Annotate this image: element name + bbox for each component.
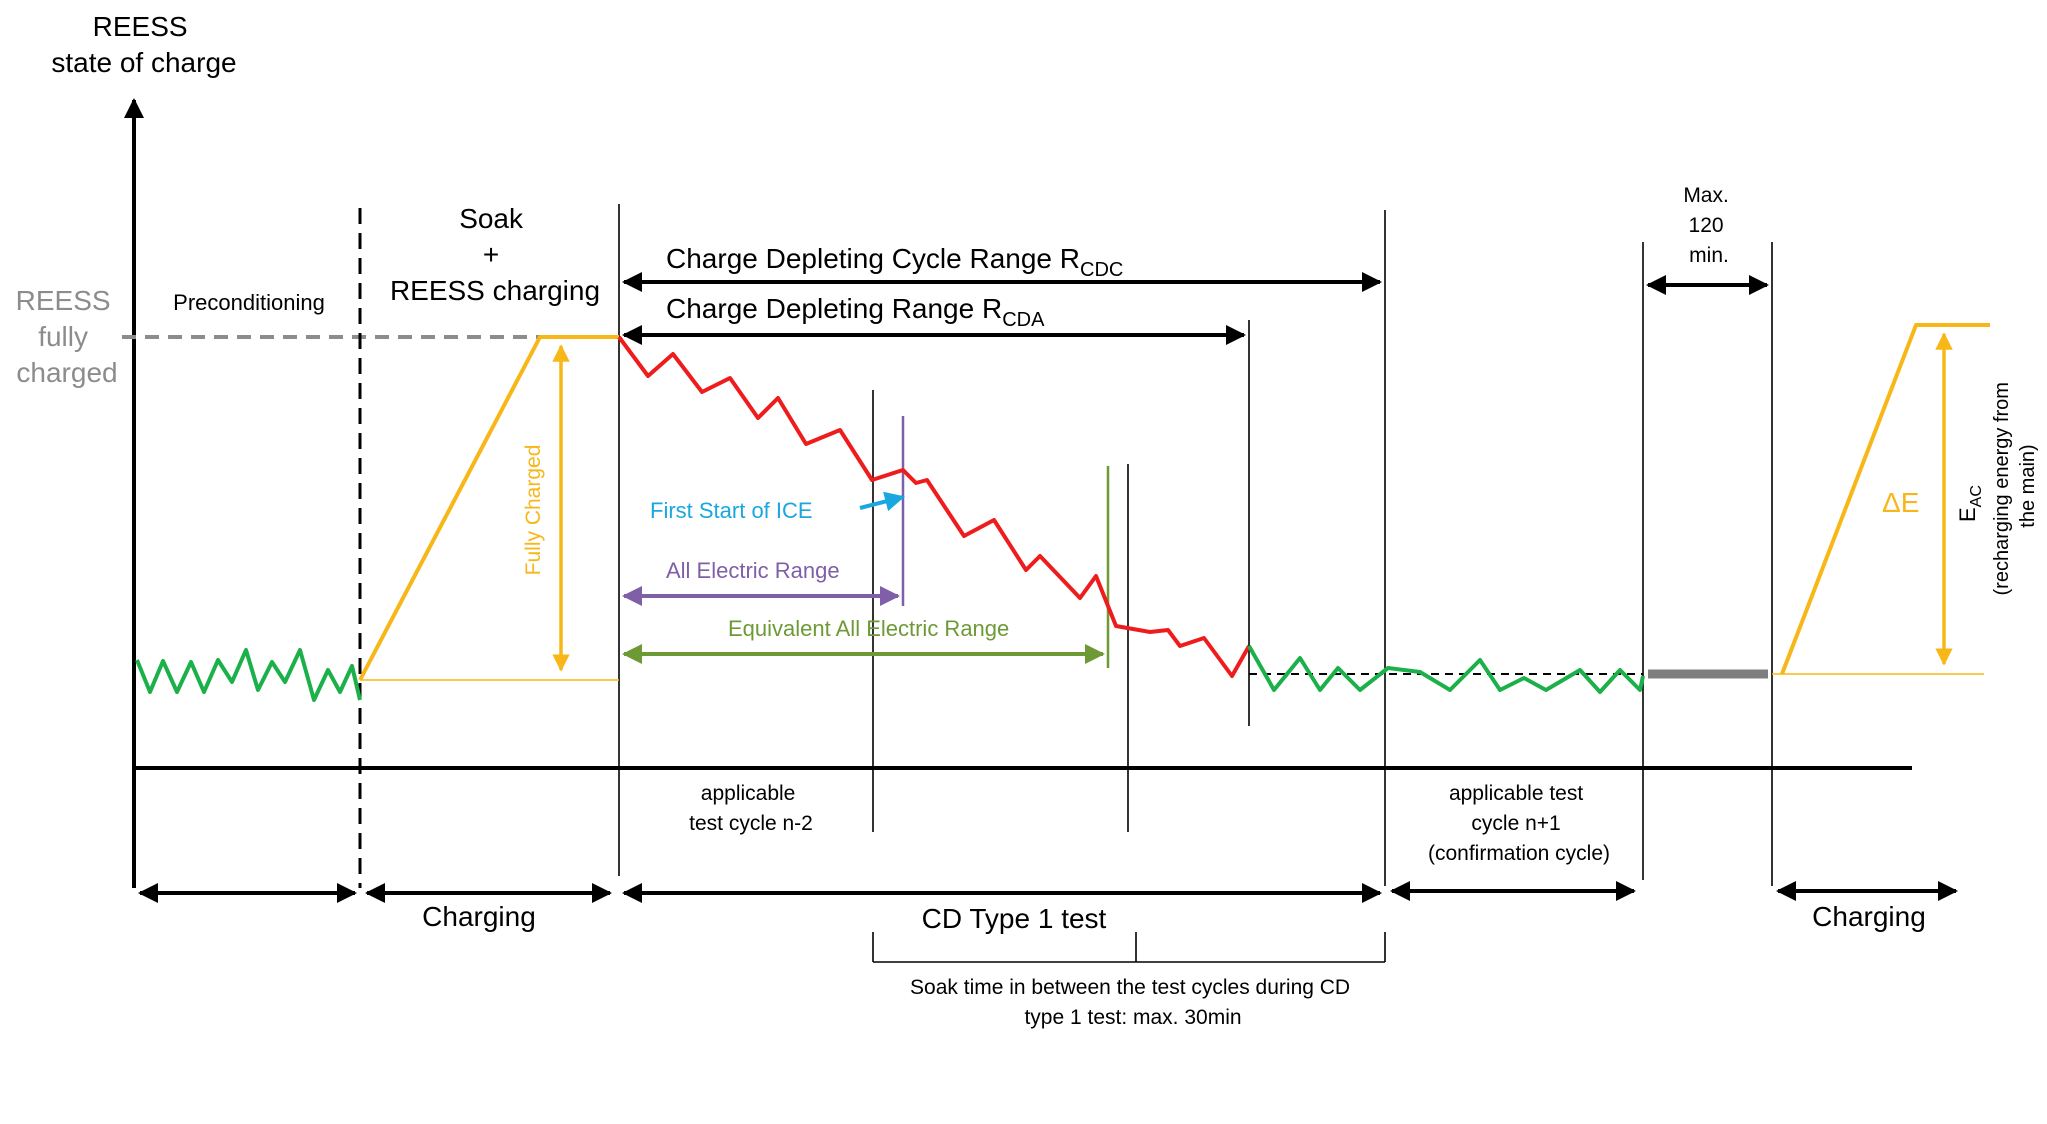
reess-fully-charged-label: REESS fully charged [16, 285, 119, 388]
charge-depleting-soc-curve [617, 335, 1251, 678]
y-axis-label: REESS state of charge [51, 11, 236, 78]
delta-e-label: ΔE [1882, 487, 1919, 518]
charging-right-label: Charging [1812, 901, 1926, 932]
rcdc-label: Charge Depleting Cycle Range RCDC [666, 243, 1123, 281]
cd-test-label: CD Type 1 test [922, 903, 1107, 934]
cycle-n2-label: applicable test cycle n-2 [689, 782, 813, 835]
first-ice-start-arrow [859, 491, 905, 512]
eaer-label: Equivalent All Electric Range [728, 616, 1009, 641]
eac-description: (recharging energy from the main) [1991, 377, 2039, 596]
max-120-min-label: Max. 120 min. [1683, 184, 1734, 267]
final-charging-soc-ramp [1780, 323, 1990, 675]
eac-label: EAC [1955, 485, 1985, 522]
first-ice-start-label: First Start of ICE [650, 498, 813, 523]
preconditioning-soc-curve [135, 648, 362, 702]
rcda-label: Charge Depleting Range RCDA [666, 293, 1045, 331]
fully-charged-label: Fully Charged [522, 445, 545, 576]
soak-reess-charging-label: Soak + REESS charging [390, 203, 600, 306]
cycle-n1-label: applicable test cycle n+1 (confirmation … [1428, 782, 1610, 865]
charging-soc-ramp [358, 335, 619, 681]
charge-sustaining-soc-curve [1247, 645, 1645, 694]
aer-label: All Electric Range [666, 558, 840, 583]
soak-time-note: Soak time in between the test cycles dur… [910, 976, 1356, 1029]
charging-left-label: Charging [422, 901, 536, 932]
preconditioning-label: Preconditioning [173, 290, 325, 315]
